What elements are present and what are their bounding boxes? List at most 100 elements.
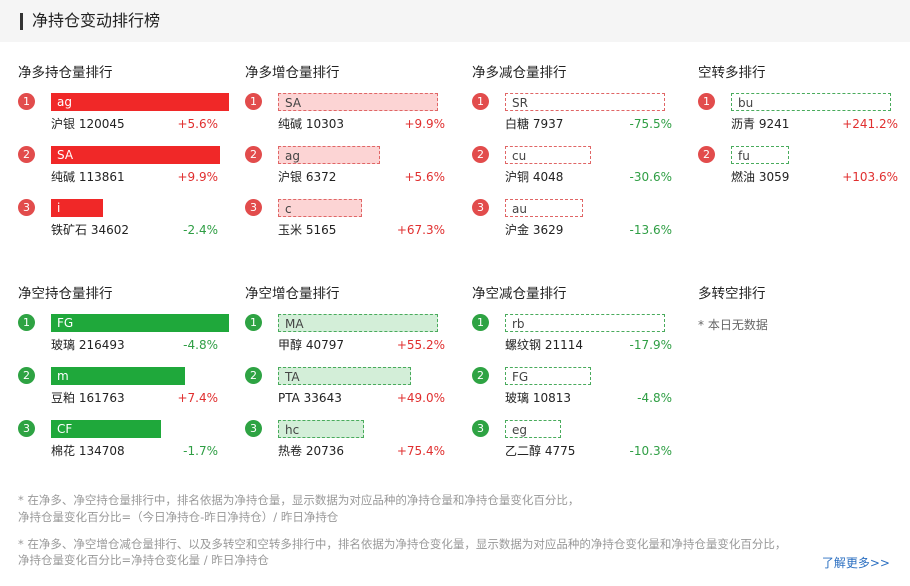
commodity-bar: i xyxy=(51,199,103,217)
commodity-bar: TA xyxy=(278,367,411,385)
rank-badge: 1 xyxy=(472,93,489,110)
change-percent: +9.9% xyxy=(177,170,218,184)
change-percent: -13.6% xyxy=(629,223,672,237)
ranking-item[interactable]: 3 CF 棉花 134708 -1.7% xyxy=(18,420,218,464)
commodity-name-value: 沪铜 4048 xyxy=(505,170,564,184)
rank-badge: 3 xyxy=(18,199,35,216)
commodity-bar: FG xyxy=(505,367,591,385)
commodity-name-value: 甲醇 40797 xyxy=(278,338,344,352)
rank-badge: 3 xyxy=(472,420,489,437)
rank-badge: 1 xyxy=(245,93,262,110)
commodity-name-value: 豆粕 161763 xyxy=(51,391,125,405)
ranking-item[interactable]: 3 hc 热卷 20736 +75.4% xyxy=(245,420,445,464)
commodity-name-value: 乙二醇 4775 xyxy=(505,444,576,458)
rank-badge: 3 xyxy=(245,420,262,437)
rank-badge: 2 xyxy=(472,146,489,163)
rank-badge: 3 xyxy=(472,199,489,216)
commodity-name-value: 纯碱 113861 xyxy=(51,170,125,184)
change-percent: -4.8% xyxy=(183,338,218,352)
ranking-section: 净空增仓量排行 1 MA 甲醇 40797 +55.2% 2 TA PTA 33643 +49.… xyxy=(245,286,455,476)
commodity-name-value: 玻璃 216493 xyxy=(51,338,125,352)
ranking-item[interactable]: 3 eg 乙二醇 4775 -10.3% xyxy=(472,420,672,464)
change-percent: +67.3% xyxy=(396,223,445,237)
change-percent: +5.6% xyxy=(177,117,218,131)
section-title: 净多增仓量排行 xyxy=(245,65,340,81)
change-percent: -1.7% xyxy=(183,444,218,458)
ranking-item[interactable]: 3 c 玉米 5165 +67.3% xyxy=(245,199,445,243)
commodity-bar: rb xyxy=(505,314,665,332)
section-title: 净多持仓量排行 xyxy=(18,65,113,81)
note-2-line-2: 净持仓量变化百分比=净持仓变化量 / 昨日净持仓 xyxy=(18,553,269,567)
change-percent: +55.2% xyxy=(396,338,445,352)
section-title: 空转多排行 xyxy=(698,65,766,81)
change-percent: +49.0% xyxy=(396,391,445,405)
ranking-item[interactable]: 1 bu 沥青 9241 +241.2% xyxy=(698,93,898,137)
change-percent: -75.5% xyxy=(629,117,672,131)
change-percent: -4.8% xyxy=(637,391,672,405)
commodity-name-value: 沪银 6372 xyxy=(278,170,337,184)
commodity-bar: MA xyxy=(278,314,438,332)
ranking-item[interactable]: 2 SA 纯碱 113861 +9.9% xyxy=(18,146,220,190)
commodity-name-value: 白糖 7937 xyxy=(505,117,564,131)
ranking-item[interactable]: 1 FG 玻璃 216493 -4.8% xyxy=(18,314,229,358)
rank-badge: 1 xyxy=(245,314,262,331)
commodity-bar: ag xyxy=(278,146,380,164)
commodity-bar: SA xyxy=(51,146,220,164)
commodity-bar: FG xyxy=(51,314,229,332)
rank-badge: 1 xyxy=(18,314,35,331)
section-title: 净空减仓量排行 xyxy=(472,286,567,302)
commodity-bar: CF xyxy=(51,420,161,438)
note-2-line-1: * 在净多、净空增仓减仓量排行、以及多转空和空转多排行中，排名依据为净持仓变化量… xyxy=(18,537,787,551)
page-title: 净持仓变动排行榜 xyxy=(32,11,161,30)
ranking-item[interactable]: 3 au 沪金 3629 -13.6% xyxy=(472,199,672,243)
ranking-section: 净多增仓量排行 1 SA 纯碱 10303 +9.9% 2 ag 沪银 6372 +5.6% 3 c… xyxy=(245,65,455,255)
ranking-section: 净多持仓量排行 1 ag 沪银 120045 +5.6% 2 SA 纯碱 113861 +9.9… xyxy=(18,65,229,255)
commodity-name-value: 热卷 20736 xyxy=(278,444,344,458)
no-data-text: * 本日无数据 xyxy=(698,318,768,332)
rank-badge: 3 xyxy=(245,199,262,216)
note-1-line-1: * 在净多、净空持仓量排行中，排名依据为净持仓量，显示数据为对应品种的净持仓量和… xyxy=(18,493,580,507)
rank-badge: 2 xyxy=(245,367,262,384)
rank-badge: 2 xyxy=(18,146,35,163)
ranking-item[interactable]: 1 SA 纯碱 10303 +9.9% xyxy=(245,93,445,137)
change-percent: +103.6% xyxy=(842,170,898,184)
commodity-name-value: 铁矿石 34602 xyxy=(51,223,129,237)
commodity-name-value: 螺纹钢 21114 xyxy=(505,338,583,352)
ranking-section: 净空减仓量排行 1 rb 螺纹钢 21114 -17.9% 2 FG 玻璃 10813 -4.8… xyxy=(472,286,682,476)
commodity-name-value: 沪银 120045 xyxy=(51,117,125,131)
commodity-name-value: 棉花 134708 xyxy=(51,444,125,458)
section-title: 多转空排行 xyxy=(698,286,766,302)
ranking-section: 多转空排行 * 本日无数据 xyxy=(698,286,908,476)
rank-badge: 2 xyxy=(245,146,262,163)
commodity-bar: bu xyxy=(731,93,891,111)
ranking-item[interactable]: 2 cu 沪铜 4048 -30.6% xyxy=(472,146,672,190)
commodity-name-value: 沥青 9241 xyxy=(731,117,790,131)
ranking-item[interactable]: 2 ag 沪银 6372 +5.6% xyxy=(245,146,445,190)
commodity-name-value: PTA 33643 xyxy=(278,391,342,405)
learn-more-link[interactable]: 了解更多>> xyxy=(821,556,890,570)
change-percent: +5.6% xyxy=(404,170,445,184)
commodity-bar: ag xyxy=(51,93,229,111)
rank-badge: 2 xyxy=(472,367,489,384)
ranking-item[interactable]: 2 fu 燃油 3059 +103.6% xyxy=(698,146,898,190)
ranking-item[interactable]: 1 ag 沪银 120045 +5.6% xyxy=(18,93,229,137)
ranking-item[interactable]: 2 FG 玻璃 10813 -4.8% xyxy=(472,367,672,411)
change-percent: -10.3% xyxy=(629,444,672,458)
section-title: 净空持仓量排行 xyxy=(18,286,113,302)
change-percent: +7.4% xyxy=(177,391,218,405)
ranking-item[interactable]: 2 TA PTA 33643 +49.0% xyxy=(245,367,445,411)
ranking-item[interactable]: 1 rb 螺纹钢 21114 -17.9% xyxy=(472,314,672,358)
ranking-item[interactable]: 3 i 铁矿石 34602 -2.4% xyxy=(18,199,218,243)
ranking-item[interactable]: 1 SR 白糖 7937 -75.5% xyxy=(472,93,672,137)
change-percent: +75.4% xyxy=(396,444,445,458)
rank-badge: 1 xyxy=(698,93,715,110)
commodity-bar: fu xyxy=(731,146,789,164)
commodity-bar: cu xyxy=(505,146,591,164)
commodity-bar: SR xyxy=(505,93,665,111)
header-accent-bar xyxy=(20,13,23,30)
commodity-bar: eg xyxy=(505,420,561,438)
ranking-item[interactable]: 1 MA 甲醇 40797 +55.2% xyxy=(245,314,445,358)
change-percent: +241.2% xyxy=(842,117,898,131)
commodity-name-value: 纯碱 10303 xyxy=(278,117,344,131)
ranking-item[interactable]: 2 m 豆粕 161763 +7.4% xyxy=(18,367,218,411)
